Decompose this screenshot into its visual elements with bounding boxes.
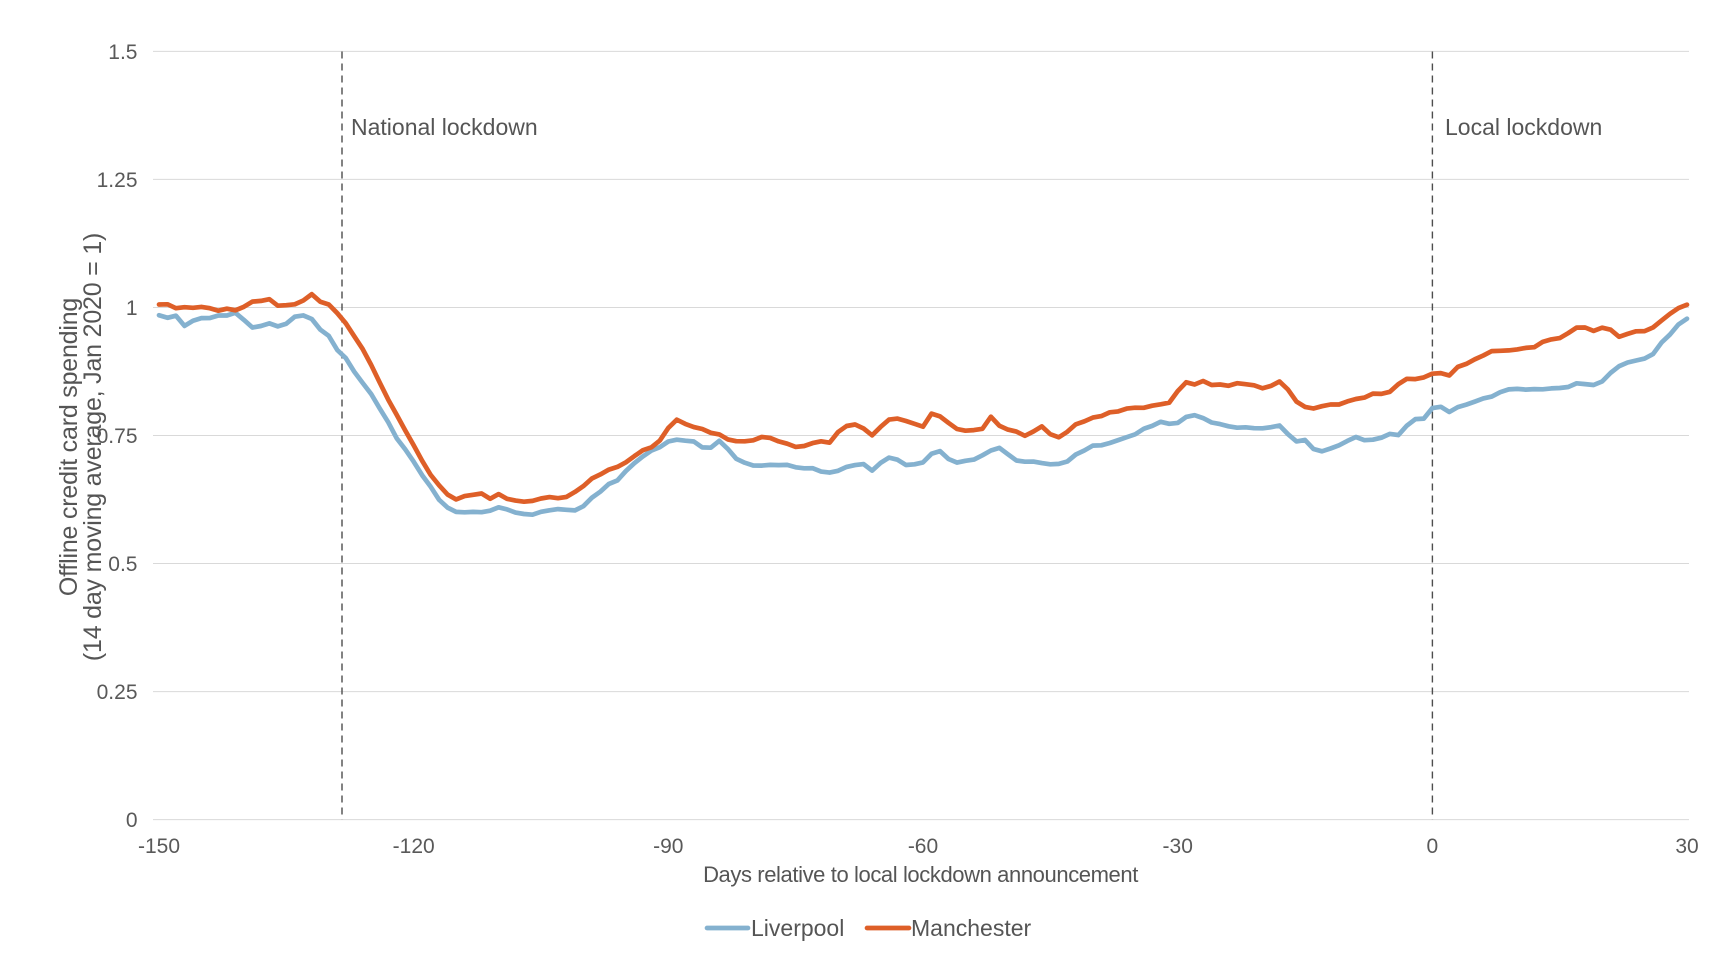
svg-text:National lockdown: National lockdown (351, 114, 538, 140)
svg-text:0: 0 (126, 809, 138, 832)
svg-text:0.5: 0.5 (108, 553, 137, 576)
svg-text:-90: -90 (653, 835, 683, 858)
svg-text:-30: -30 (1163, 835, 1193, 858)
svg-text:Liverpool: Liverpool (751, 915, 844, 941)
svg-text:0.25: 0.25 (97, 681, 138, 704)
svg-text:1.5: 1.5 (108, 41, 137, 64)
svg-text:1.25: 1.25 (97, 169, 138, 192)
svg-text:(14 day moving average, Jan 20: (14 day moving average, Jan 2020 = 1) (79, 233, 107, 661)
svg-text:0: 0 (1426, 835, 1438, 858)
svg-text:30: 30 (1675, 835, 1698, 858)
svg-text:Manchester: Manchester (911, 915, 1032, 941)
svg-text:Offline credit card spending: Offline credit card spending (55, 298, 83, 596)
svg-text:-60: -60 (908, 835, 938, 858)
svg-text:-120: -120 (393, 835, 435, 858)
svg-text:-150: -150 (138, 835, 180, 858)
svg-text:1: 1 (126, 297, 138, 320)
svg-text:Local lockdown: Local lockdown (1445, 114, 1602, 140)
svg-text:Days relative to local lockdow: Days relative to local lockdown announce… (703, 862, 1138, 887)
svg-text:0.75: 0.75 (97, 425, 138, 448)
